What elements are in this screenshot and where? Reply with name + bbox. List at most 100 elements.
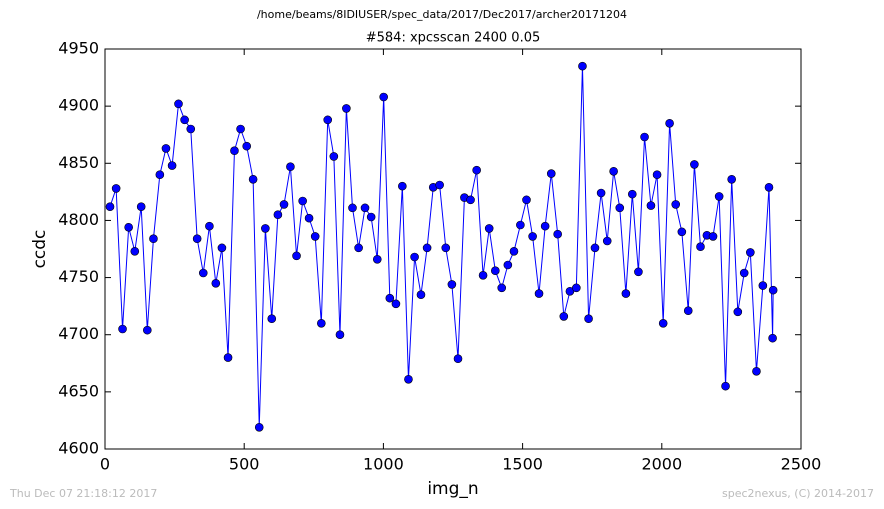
data-point [768,333,777,343]
data-point [652,170,662,180]
data-point [596,188,606,198]
data-point [466,195,475,205]
data-point [646,201,656,210]
y-tick-label: 4900 [58,96,99,115]
data-point [242,141,252,151]
data-point [366,212,376,222]
data-point [528,232,537,241]
y-tick-label: 4600 [58,439,99,458]
data-point [677,227,687,237]
data-point [410,252,419,262]
data-point [391,299,401,309]
data-point [503,260,513,270]
data-point [155,170,165,180]
y-tick-label: 4650 [58,381,99,400]
x-tick-label: 1000 [363,455,404,474]
data-point [180,115,189,125]
data-point [223,353,233,362]
x-axis-label: img_n [427,479,478,499]
data-point [149,234,158,244]
data-point [615,203,625,213]
data-point [254,422,264,432]
data-point [453,354,463,364]
data-point [286,162,295,172]
data-point [522,195,531,205]
data-point [205,221,214,231]
data-point [379,92,388,102]
data-point [329,152,339,161]
data-point [118,324,127,334]
data-point [398,181,407,191]
chart-title: #584: xpcsscan 2400 0.05 [366,31,541,46]
data-point [404,374,413,384]
header: /home/beams/8IDIUSER/spec_data/2017/Dec2… [257,8,627,21]
x-tick-label: 500 [229,455,260,474]
data-point [758,281,768,290]
data-point [497,283,507,293]
y-axis-label: ccdc [30,230,50,269]
data-point [161,144,171,153]
data-point [634,267,643,277]
data-point [739,268,749,278]
data-point [372,254,382,264]
data-point [360,203,370,213]
data-point [441,243,451,253]
data-point [516,220,525,230]
data-point [768,285,778,295]
data-point [484,224,494,233]
x-tick-label: 2000 [641,455,682,474]
data-point [621,289,631,298]
data-point [130,246,140,256]
data-point [447,280,457,289]
data-point [342,104,351,113]
data-point [627,189,637,199]
data-point [310,232,320,241]
data-point [192,234,202,244]
data-point [491,266,500,276]
y-tick-label: 4800 [58,210,99,229]
data-point [683,306,693,316]
data-point [721,381,730,391]
data-point [540,221,550,231]
data-point [236,124,245,134]
plot-frame [104,48,802,450]
data-point [602,236,612,246]
data-point [211,278,221,288]
footer-date: Thu Dec 07 21:18:12 2017 [9,487,157,500]
data-point [167,161,177,170]
data-point [553,229,562,239]
data-point [422,243,432,253]
data-point [509,246,519,256]
data-point [279,200,289,209]
y-tick-label: 4950 [58,39,99,58]
y-tick-label: 4850 [58,153,99,172]
data-point [714,192,724,201]
x-tick-label: 1500 [502,455,543,474]
data-point [584,314,593,324]
data-point [435,180,444,190]
data-point [578,61,587,71]
data-point [640,132,649,142]
data-point [658,318,668,328]
data-point [186,124,196,134]
data-point [348,203,357,213]
data-point [273,210,283,220]
data-point [416,290,426,300]
y-tick-label: 4700 [58,324,99,343]
footer-credit: spec2nexus, (C) 2014-2017 [722,487,874,500]
data-point [323,115,333,125]
data-point [124,222,133,232]
series-line [109,66,774,428]
data-point [217,243,227,253]
data-point [609,166,618,176]
data-point [335,330,345,340]
x-tick-label: 2500 [781,455,822,474]
data-point [354,243,363,253]
data-point [304,213,314,223]
data-point [590,243,600,253]
data-point [665,118,674,128]
data-point [546,169,556,178]
data-point [764,182,774,192]
data-point [478,270,488,280]
data-point [752,366,761,376]
